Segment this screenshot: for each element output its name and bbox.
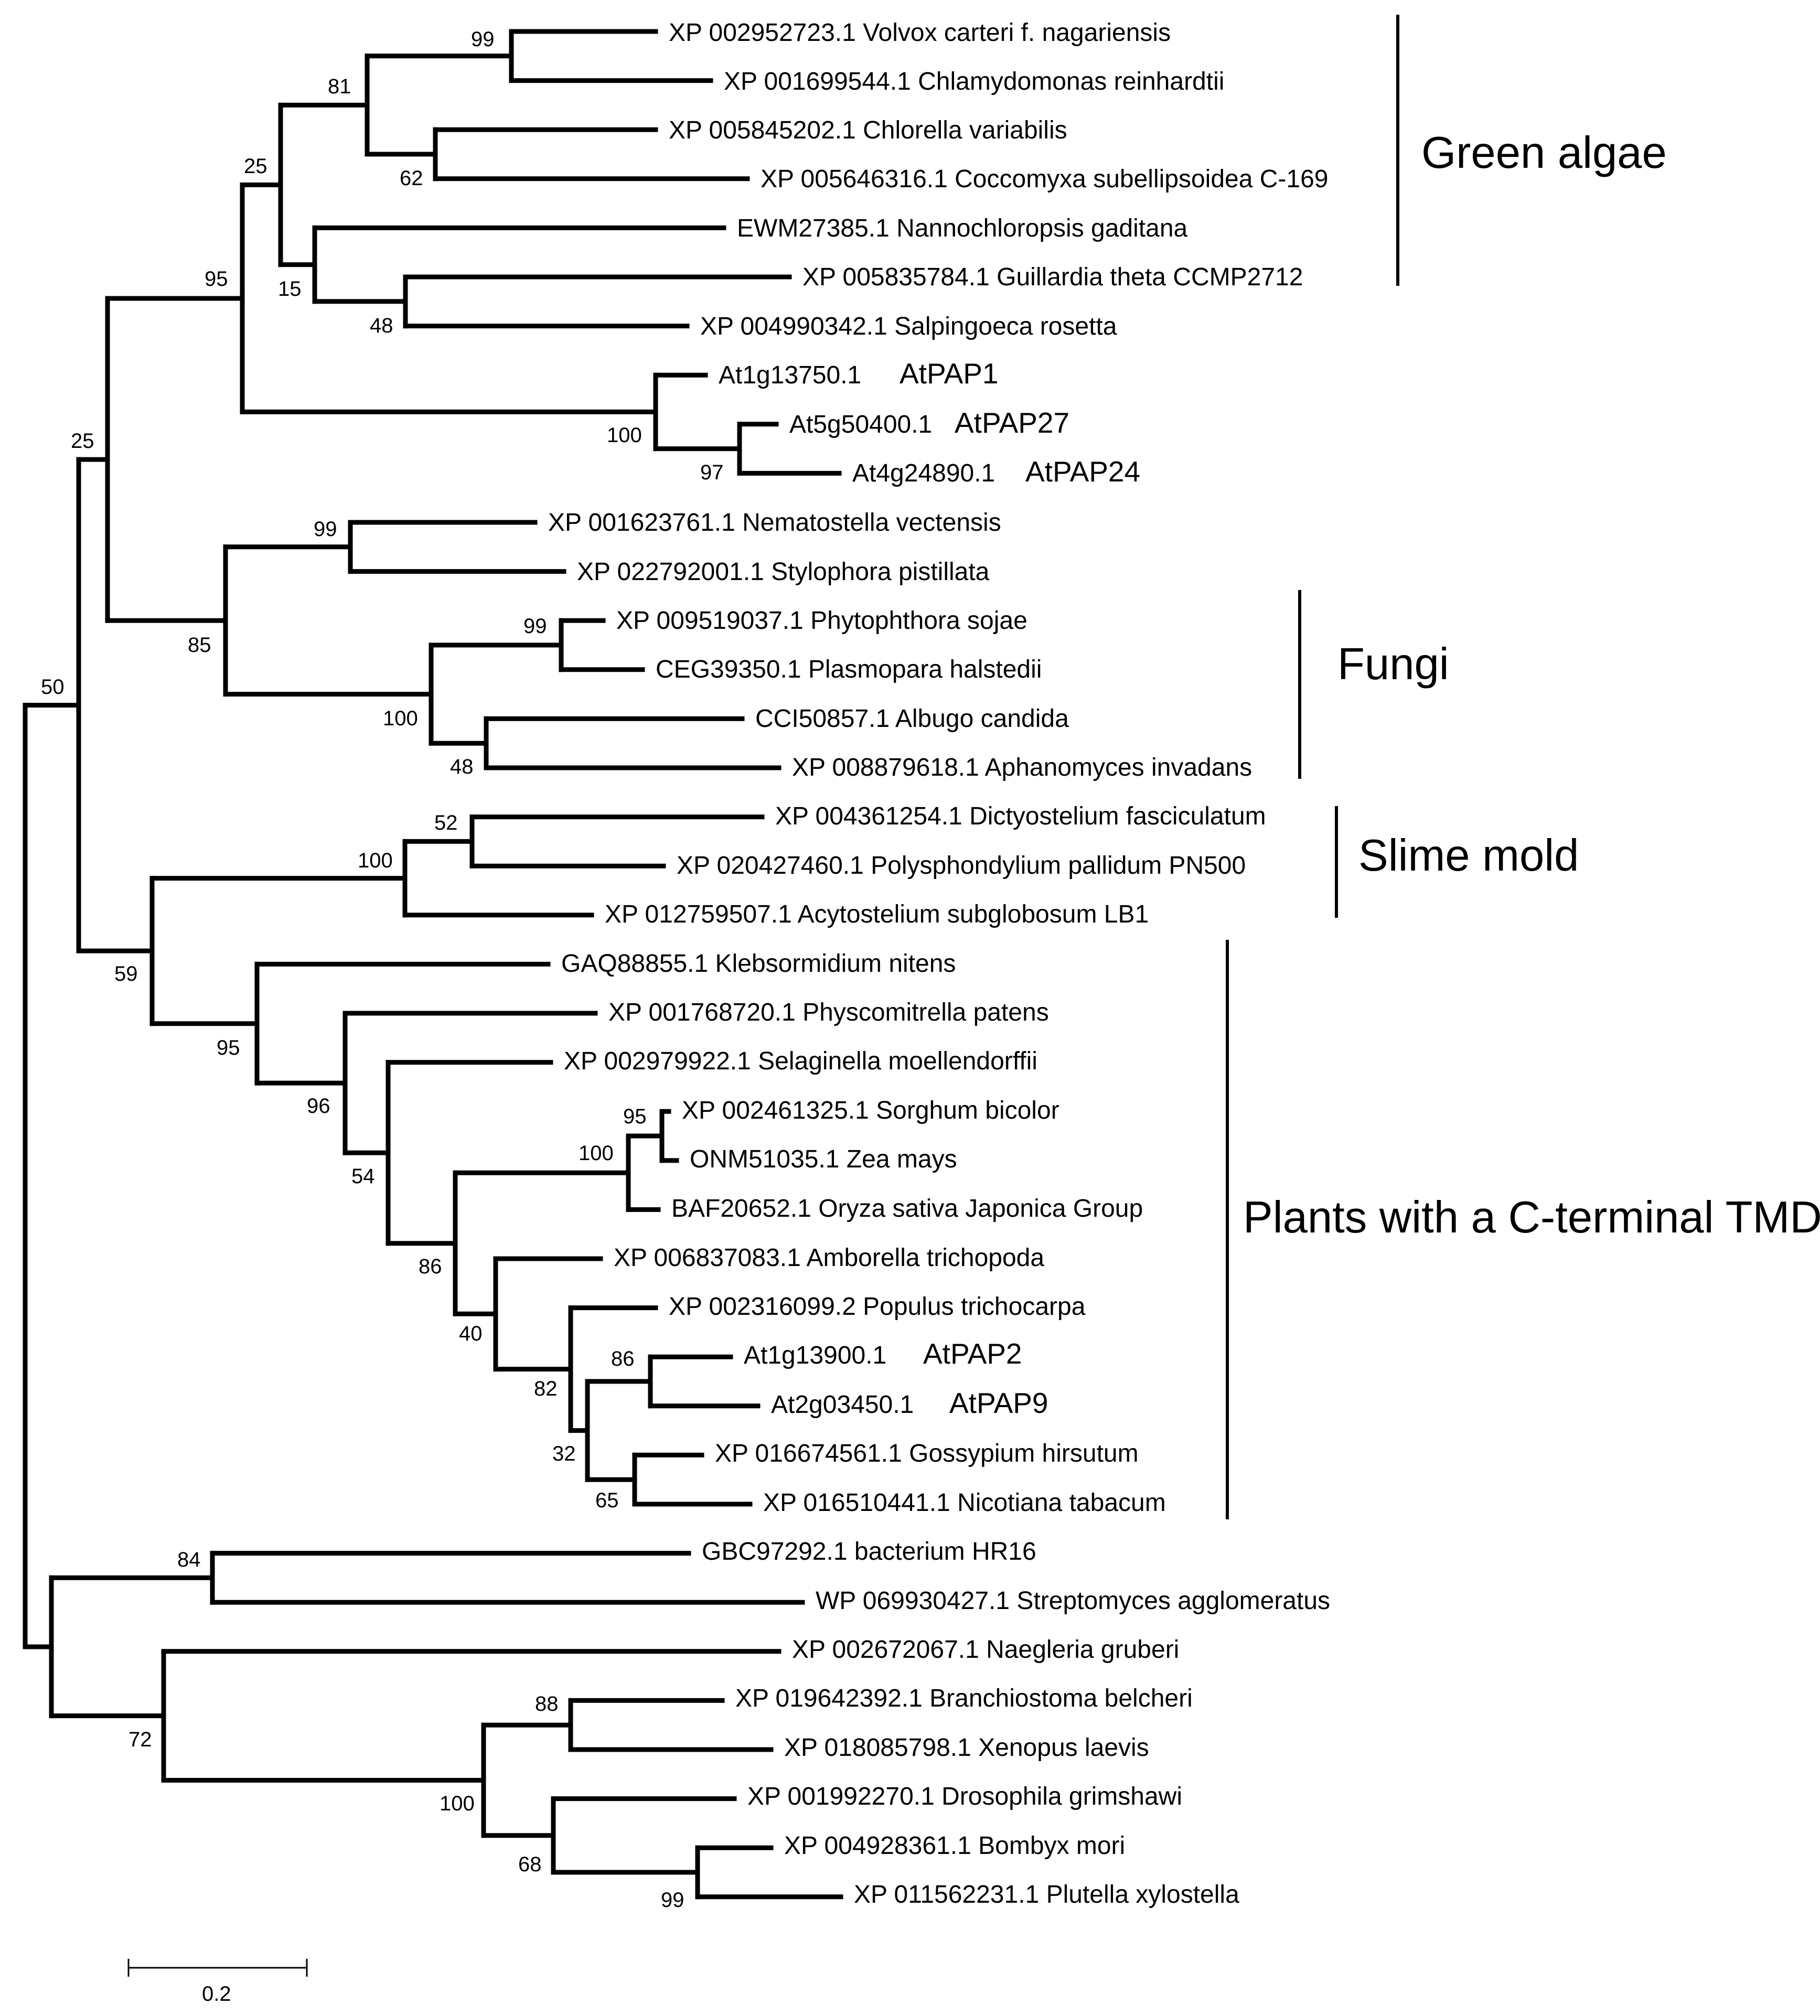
support-value: 15 <box>278 277 302 301</box>
tip-label: At1g13900.1 <box>744 1342 886 1369</box>
pap-label: AtPAP24 <box>1025 455 1140 488</box>
support-value: 86 <box>419 1255 442 1278</box>
support-value: 82 <box>534 1377 558 1400</box>
tip-label: XP 019642392.1 Branchiostoma belcheri <box>735 1685 1193 1712</box>
tip-label: XP 001699544.1 Chlamydomonas reinhardtii <box>724 68 1224 95</box>
group-label-slime-mold: Slime mold <box>1358 831 1579 881</box>
tip-label: XP 002672067.1 Naegleria gruberi <box>792 1636 1179 1664</box>
support-value: 81 <box>328 75 351 98</box>
pap-label: AtPAP2 <box>923 1337 1022 1370</box>
tip-label: XP 018085798.1 Xenopus laevis <box>784 1734 1149 1762</box>
group-label-fungi: Fungi <box>1337 639 1449 689</box>
support-value: 99 <box>471 28 495 51</box>
support-value: 99 <box>523 615 547 638</box>
support-value: 100 <box>383 707 418 730</box>
tip-label: GAQ88855.1 Klebsormidium nitens <box>561 950 956 978</box>
support-value: 84 <box>177 1548 201 1571</box>
support-value: 48 <box>450 755 474 778</box>
pap-label: AtPAP1 <box>900 357 999 390</box>
support-value: 86 <box>611 1347 635 1370</box>
tip-label: XP 001768720.1 Physcomitrella patens <box>608 999 1049 1026</box>
tip-label: At1g13750.1 <box>719 361 861 389</box>
tip-label: XP 004990342.1 Salpingoeca rosetta <box>700 313 1117 340</box>
tip-label: XP 002461325.1 Sorghum bicolor <box>682 1097 1059 1124</box>
tip-label: XP 004361254.1 Dictyostelium fasciculatu… <box>775 802 1266 830</box>
tip-label: CEG39350.1 Plasmopara halstedii <box>656 656 1042 683</box>
support-value: 32 <box>552 1442 576 1465</box>
tip-label: WP 069930427.1 Streptomyces agglomeratus <box>816 1587 1330 1615</box>
tip-label: XP 005646316.1 Coccomyxa subellipsoidea … <box>761 165 1329 193</box>
group-brackets <box>127 15 1399 1977</box>
tip-label: XP 001623761.1 Nematostella vectensis <box>548 509 1001 537</box>
support-value: 40 <box>459 1322 483 1345</box>
tip-label: GBC97292.1 bacterium HR16 <box>702 1538 1036 1565</box>
support-value: 100 <box>579 1142 614 1165</box>
tip-label: XP 004928361.1 Bombyx mori <box>784 1832 1125 1860</box>
tip-label: XP 016510441.1 Nicotiana tabacum <box>763 1489 1166 1517</box>
scale-bar-label: 0.2 <box>202 1982 231 2006</box>
tip-label: XP 006837083.1 Amborella trichopoda <box>614 1244 1044 1272</box>
support-value: 52 <box>434 811 458 834</box>
tip-label: At5g50400.1 <box>789 411 932 438</box>
support-value: 54 <box>351 1165 375 1188</box>
support-value: 96 <box>307 1095 330 1118</box>
tip-label: XP 016674561.1 Gossypium hirsutum <box>715 1440 1139 1467</box>
support-value: 100 <box>358 849 393 872</box>
support-value: 72 <box>129 1728 152 1751</box>
support-value: 100 <box>440 1792 475 1815</box>
support-value: 48 <box>370 314 393 337</box>
support-value: 100 <box>607 424 642 447</box>
pap-label: AtPAP27 <box>955 406 1069 439</box>
tree-labels: XP 002952723.1 Volvox carteri f. nagarie… <box>41 19 1820 2006</box>
tip-label: XP 012759507.1 Acytostelium subglobosum … <box>605 900 1149 928</box>
support-value: 88 <box>535 1692 559 1715</box>
tip-label: XP 002316099.2 Populus trichocarpa <box>669 1293 1086 1321</box>
support-value: 85 <box>188 634 211 657</box>
support-value: 95 <box>623 1105 647 1128</box>
tip-label: EWM27385.1 Nannochloropsis gaditana <box>737 215 1188 242</box>
tree-branches <box>23 29 843 1900</box>
tip-label: XP 001992270.1 Drosophila grimshawi <box>747 1783 1182 1810</box>
support-value: 97 <box>700 461 724 484</box>
support-value: 25 <box>244 155 267 178</box>
support-value: 25 <box>71 430 94 453</box>
support-value: 50 <box>41 675 65 699</box>
group-label-green-algae: Green algae <box>1421 128 1667 178</box>
tip-label: XP 005835784.1 Guillardia theta CCMP2712 <box>802 263 1303 291</box>
group-label-plants-tmd: Plants with a C-terminal TMD <box>1243 1193 1820 1242</box>
support-value: 95 <box>205 267 228 291</box>
support-value: 59 <box>114 962 138 985</box>
tip-label: BAF20652.1 Oryza sativa Japonica Group <box>671 1195 1143 1223</box>
support-value: 62 <box>400 167 423 190</box>
tip-label: XP 020427460.1 Polysphondylium pallidum … <box>677 852 1246 880</box>
support-value: 68 <box>518 1853 542 1876</box>
tip-label: XP 002952723.1 Volvox carteri f. nagarie… <box>669 19 1171 47</box>
tip-label: At2g03450.1 <box>771 1391 914 1419</box>
tip-label: CCI50857.1 Albugo candida <box>755 705 1069 733</box>
pap-label: AtPAP9 <box>949 1387 1048 1419</box>
support-value: 65 <box>595 1489 619 1512</box>
support-value: 99 <box>661 1889 684 1912</box>
support-value: 99 <box>314 518 337 541</box>
tip-label: At4g24890.1 <box>852 459 995 487</box>
support-value: 95 <box>217 1036 240 1059</box>
tip-label: XP 002979922.1 Selaginella moellendorffi… <box>564 1047 1037 1075</box>
tip-label: XP 009519037.1 Phytophthora sojae <box>616 607 1027 635</box>
tip-label: XP 011562231.1 Plutella xylostella <box>854 1881 1239 1908</box>
tip-label: XP 008879618.1 Aphanomyces invadans <box>792 754 1252 781</box>
tip-label: ONM51035.1 Zea mays <box>690 1145 957 1173</box>
tip-label: XP 022792001.1 Stylophora pistillata <box>577 558 990 586</box>
tip-label: XP 005845202.1 Chlorella variabilis <box>669 116 1067 144</box>
